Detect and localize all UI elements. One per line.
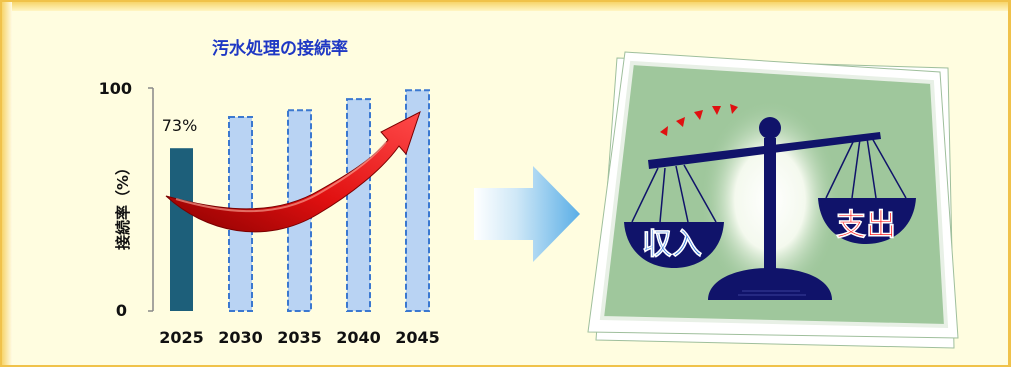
y-tick-label-0: 0 [116, 301, 127, 320]
x-tick-labels: 2025 2030 2035 2040 2045 [159, 328, 440, 347]
trend-arrow-highlight [175, 141, 387, 213]
bar-group [170, 89, 430, 313]
x-tick-label-2025: 2025 [159, 328, 204, 347]
bar-2025 [170, 148, 193, 311]
expense-label: 支出 [836, 208, 896, 243]
y-axis-label: 接続率（%） [114, 160, 132, 250]
tilt-indicator-icon [660, 104, 738, 136]
value-label-2025: 73% [162, 116, 198, 135]
chart-title: 汚水処理の接続率 [212, 39, 348, 59]
x-tick-label-2040: 2040 [336, 328, 381, 347]
right-arrow-icon [474, 166, 580, 262]
x-tick-label-2035: 2035 [277, 328, 322, 347]
bar-chart: 0 100 接続率（%） 2025 2030 2035 2040 2045 73% [99, 79, 440, 347]
x-tick-label-2045: 2045 [395, 328, 440, 347]
expense-pan [818, 198, 916, 244]
y-tick-label-100: 100 [99, 79, 132, 98]
income-pan [624, 222, 724, 268]
value-labels: 73% [162, 116, 198, 135]
balance-scale-icon [624, 117, 916, 300]
bar-2045 [405, 89, 430, 313]
bar-2040 [346, 98, 371, 313]
x-tick-label-2030: 2030 [218, 328, 263, 347]
trend-arrow [165, 110, 421, 233]
income-label: 収入 [642, 227, 702, 262]
